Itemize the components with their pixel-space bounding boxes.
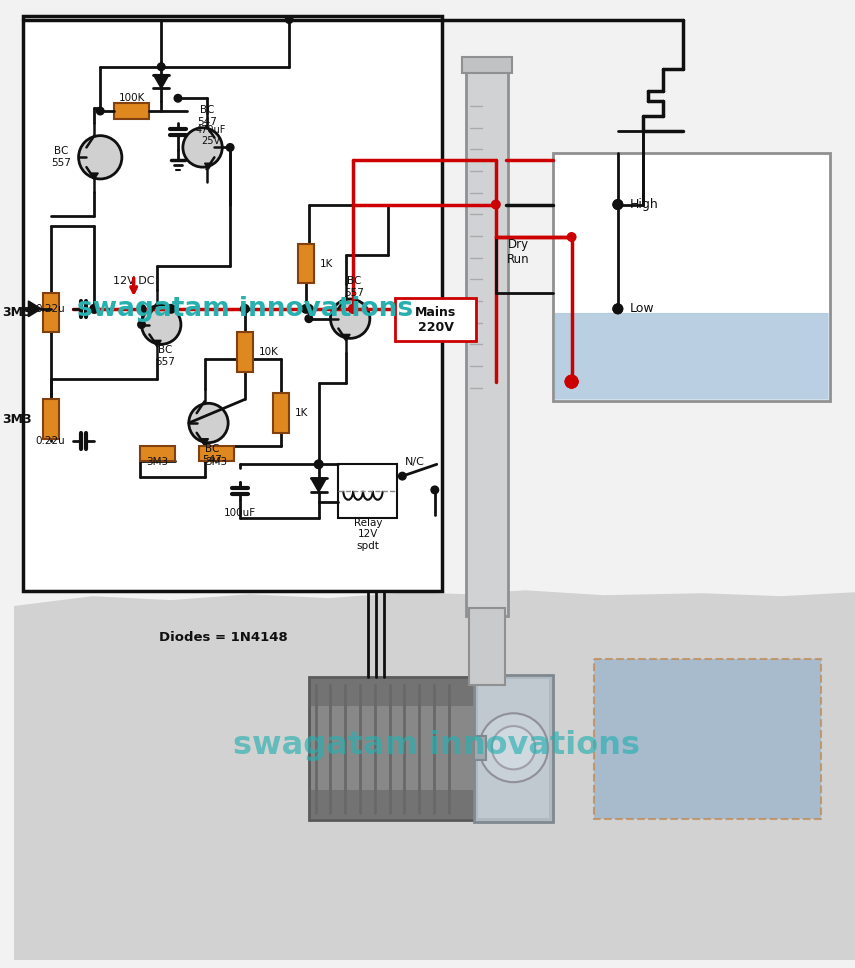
Bar [475, 675, 553, 822]
Circle shape [305, 316, 312, 322]
Circle shape [399, 472, 406, 479]
Text: 3M3: 3M3 [146, 457, 168, 468]
Bar [23, 15, 442, 591]
Circle shape [613, 304, 622, 314]
Bar [274, 393, 289, 433]
Bar [555, 313, 828, 400]
Text: Relay
12V
spdt: Relay 12V spdt [354, 518, 382, 551]
Text: 3M3: 3M3 [2, 306, 32, 319]
Circle shape [305, 305, 313, 313]
Text: 0.22u: 0.22u [35, 304, 65, 314]
Bar [43, 400, 59, 439]
Circle shape [189, 404, 228, 442]
Circle shape [613, 304, 622, 314]
Text: BC
557: BC 557 [345, 277, 364, 298]
Bar [139, 445, 175, 462]
Circle shape [174, 95, 181, 102]
Circle shape [566, 376, 577, 387]
Polygon shape [311, 478, 327, 492]
Bar [463, 57, 511, 73]
Text: N/C: N/C [405, 457, 425, 468]
Circle shape [227, 144, 233, 151]
Bar [339, 465, 398, 519]
Bar [475, 736, 486, 760]
Polygon shape [28, 301, 41, 317]
Text: 3M3: 3M3 [205, 457, 227, 468]
Circle shape [492, 200, 500, 208]
Circle shape [158, 63, 165, 71]
Polygon shape [342, 334, 351, 341]
Bar [309, 790, 481, 820]
Circle shape [286, 16, 292, 23]
Bar [466, 65, 508, 616]
Circle shape [566, 376, 577, 387]
Circle shape [167, 305, 175, 313]
Text: BC
557: BC 557 [51, 146, 71, 168]
Circle shape [91, 305, 98, 313]
Text: 470uF
25V: 470uF 25V [196, 125, 226, 146]
Circle shape [79, 136, 122, 179]
Circle shape [183, 128, 222, 167]
Circle shape [331, 299, 370, 339]
Circle shape [568, 233, 575, 241]
Polygon shape [204, 164, 212, 169]
Text: swagatam innovations: swagatam innovations [77, 296, 413, 321]
Text: High: High [629, 198, 658, 211]
Text: 3M3: 3M3 [2, 412, 32, 426]
Bar [198, 445, 234, 462]
Bar [478, 679, 549, 818]
Circle shape [479, 713, 548, 782]
Text: 1K: 1K [320, 258, 333, 268]
Text: 12V DC: 12V DC [113, 276, 155, 287]
Circle shape [142, 305, 181, 345]
Text: 100uF: 100uF [224, 507, 256, 518]
Text: BC
547: BC 547 [203, 443, 222, 466]
Text: 0.22u: 0.22u [35, 436, 65, 445]
Bar [298, 244, 314, 284]
Text: 100K: 100K [119, 93, 144, 104]
Text: Low: Low [629, 302, 654, 316]
Bar [114, 104, 150, 119]
Bar [309, 677, 481, 820]
Circle shape [566, 376, 577, 387]
Bar [43, 293, 59, 332]
Text: 10K: 10K [259, 348, 279, 357]
Bar [14, 589, 855, 960]
Polygon shape [153, 341, 162, 347]
Circle shape [97, 107, 103, 114]
Polygon shape [91, 173, 98, 179]
Bar [396, 298, 476, 342]
PathPatch shape [14, 590, 855, 960]
Bar [469, 608, 504, 684]
Circle shape [315, 461, 322, 468]
Polygon shape [201, 439, 209, 444]
Text: 1K: 1K [295, 408, 309, 418]
Circle shape [139, 321, 145, 328]
Bar [594, 659, 821, 819]
Circle shape [349, 305, 357, 313]
Circle shape [613, 200, 622, 209]
Text: Mains
220V: Mains 220V [416, 306, 457, 334]
Text: BC
547: BC 547 [198, 106, 217, 127]
Bar [14, 8, 855, 598]
Circle shape [432, 487, 439, 494]
Text: Diodes = 1N4148: Diodes = 1N4148 [159, 631, 288, 644]
Circle shape [91, 305, 98, 313]
Circle shape [349, 305, 357, 313]
Circle shape [613, 200, 622, 209]
Text: swagatam innovations: swagatam innovations [233, 730, 640, 761]
Text: Dry
Run: Dry Run [507, 238, 530, 266]
Circle shape [492, 726, 535, 770]
Bar [553, 153, 830, 402]
Circle shape [241, 305, 249, 313]
Circle shape [302, 305, 310, 313]
Circle shape [138, 305, 145, 313]
Circle shape [315, 461, 322, 469]
Bar [237, 332, 253, 372]
Text: BC
557: BC 557 [156, 346, 175, 367]
Bar [309, 677, 481, 707]
Polygon shape [153, 75, 169, 88]
